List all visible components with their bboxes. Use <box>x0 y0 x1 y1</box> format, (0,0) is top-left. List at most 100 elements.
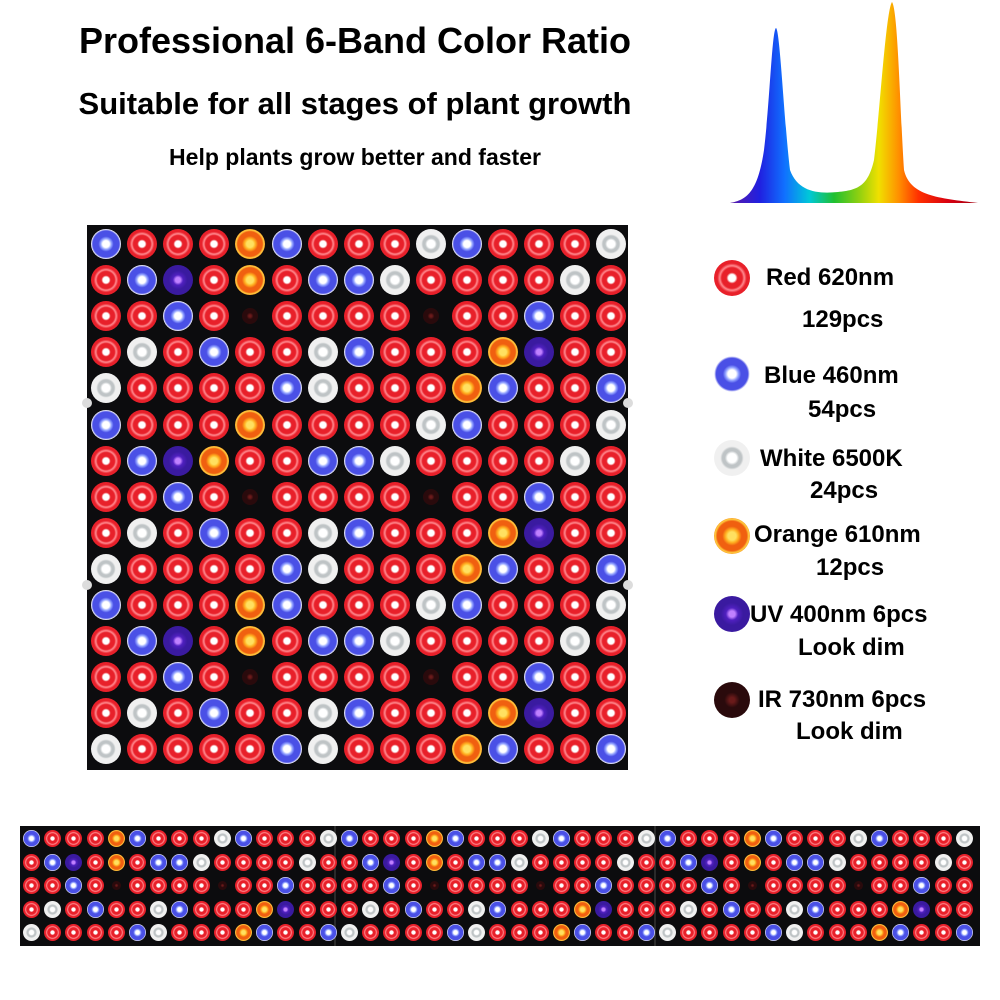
white-led <box>786 900 804 918</box>
red-led <box>163 590 194 620</box>
red-led <box>319 900 337 918</box>
red-led <box>343 662 374 693</box>
red-led <box>199 481 230 512</box>
red-led <box>488 229 519 259</box>
orange-led-icon <box>714 518 750 554</box>
red-led <box>163 409 194 440</box>
orange-led <box>256 900 274 918</box>
red-led <box>524 265 555 296</box>
red-led <box>319 853 337 871</box>
blue-led <box>765 924 782 941</box>
red-led <box>524 553 555 584</box>
red-led <box>425 900 443 918</box>
blue-led <box>343 337 374 368</box>
red-led <box>127 553 158 584</box>
red-led <box>510 877 528 894</box>
red-led <box>383 900 401 918</box>
legend-name: IR 730nm 6pcs <box>758 686 927 713</box>
orange-led <box>425 830 443 847</box>
red-led <box>596 265 627 296</box>
red-led <box>524 590 555 620</box>
red-led <box>452 481 482 512</box>
blue-led <box>163 301 194 332</box>
red-led <box>415 734 446 765</box>
panel-clip <box>623 580 633 590</box>
red-led <box>415 698 446 729</box>
blue-led <box>871 830 888 847</box>
red-led <box>271 481 302 512</box>
red-led <box>828 924 846 941</box>
white-led <box>362 900 380 918</box>
white-led <box>680 900 698 918</box>
blue-led <box>955 924 973 941</box>
red-led <box>163 698 194 729</box>
red-led <box>404 924 422 941</box>
blue-led <box>235 830 252 847</box>
red-led <box>362 877 380 894</box>
red-led <box>489 830 507 847</box>
uv-led <box>163 445 194 476</box>
blue-led <box>271 590 302 620</box>
red-led <box>256 853 274 871</box>
blue-led <box>447 830 464 847</box>
blue-led <box>127 626 158 657</box>
blue-led <box>489 853 507 871</box>
legend-qty: Look dim <box>796 718 903 745</box>
red-led <box>271 301 302 332</box>
red-led <box>235 877 252 894</box>
red-led <box>199 662 230 693</box>
white-led <box>298 853 316 871</box>
red-led <box>560 517 591 548</box>
white-led <box>44 900 62 918</box>
red-led <box>213 853 231 871</box>
red-led <box>343 553 374 584</box>
red-led <box>298 900 316 918</box>
red-led <box>271 662 302 693</box>
red-led <box>560 553 591 584</box>
red-led <box>150 877 168 894</box>
red-led <box>722 924 740 941</box>
blue-led <box>786 853 804 871</box>
blue-led <box>91 409 121 440</box>
white-led <box>379 265 410 296</box>
red-led <box>510 830 528 847</box>
blue-led <box>91 229 121 259</box>
blue-led <box>171 853 189 871</box>
blue-led <box>807 853 825 871</box>
white-led <box>127 517 158 548</box>
red-led <box>447 877 464 894</box>
red-led <box>86 853 104 871</box>
blue-led <box>452 229 482 259</box>
white-led <box>127 698 158 729</box>
red-led <box>596 662 627 693</box>
orange-led <box>871 924 888 941</box>
red-led <box>524 626 555 657</box>
red-led <box>765 877 782 894</box>
white-led <box>468 900 486 918</box>
blue-led <box>488 553 519 584</box>
red-led <box>415 373 446 404</box>
red-led <box>701 900 719 918</box>
orange-led <box>452 553 482 584</box>
red-led <box>871 877 888 894</box>
red-led <box>574 853 592 871</box>
orange-led <box>235 590 266 620</box>
orange-led <box>235 265 266 296</box>
light-spectrum-graphic <box>730 2 978 203</box>
red-led <box>86 877 104 894</box>
red-led <box>307 481 338 512</box>
red-led <box>199 265 230 296</box>
ir-led <box>535 881 545 890</box>
white-led <box>23 924 40 941</box>
red-led <box>892 877 910 894</box>
red-led <box>383 924 401 941</box>
red-led <box>235 734 266 765</box>
red-led <box>531 924 549 941</box>
red-led <box>452 662 482 693</box>
red-led <box>913 853 931 871</box>
red-led <box>596 626 627 657</box>
red-led <box>596 481 627 512</box>
legend-name: White 6500K <box>760 445 903 472</box>
red-led <box>524 445 555 476</box>
white-led <box>91 373 121 404</box>
